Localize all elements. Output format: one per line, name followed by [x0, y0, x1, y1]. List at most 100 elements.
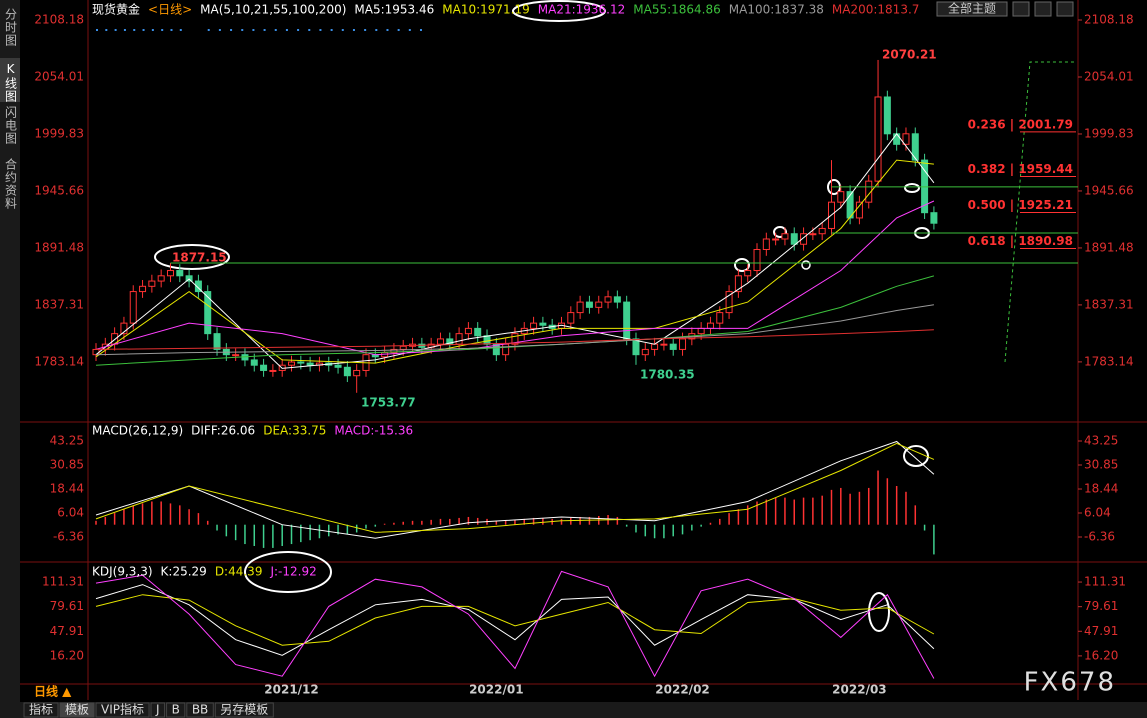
period-label[interactable]: 日线 ▲	[34, 684, 72, 699]
candle-body	[818, 227, 826, 235]
highlight	[154, 244, 230, 270]
tab-label[interactable]: B	[172, 703, 180, 717]
tab-label[interactable]: 指标	[29, 702, 53, 717]
close-button[interactable]	[1056, 1, 1074, 17]
candle-body	[343, 366, 351, 377]
y-tick-label: 2108.18	[34, 13, 84, 27]
marker-dot	[123, 29, 126, 31]
theme-button-label[interactable]: 全部主题	[948, 1, 996, 16]
marker-dot	[133, 29, 136, 31]
marker-dot	[96, 29, 98, 31]
marker-dot	[274, 29, 277, 31]
candle-body	[157, 275, 165, 282]
highlight	[904, 183, 920, 193]
tab-label[interactable]: 另存模板	[220, 703, 268, 717]
sidebar-tab[interactable]: 合约资料	[4, 157, 18, 210]
toolbar	[20, 702, 1147, 718]
watermark: FX678	[1024, 668, 1116, 698]
candle-body	[306, 362, 314, 366]
theme-button[interactable]	[936, 1, 1008, 17]
candle-body	[455, 333, 463, 345]
candle-body	[753, 249, 761, 272]
legend-entry: KDJ(9,3,3)	[92, 565, 153, 579]
marker-dot	[285, 29, 288, 31]
y-tick-label: 18.44	[50, 482, 84, 496]
y-tick-label: 111.31	[1084, 575, 1126, 589]
legend-entry: J:-12.92	[269, 565, 316, 579]
legend-entry: D:44.39	[215, 565, 263, 579]
price-label: 1780.35	[640, 368, 695, 382]
tab-label[interactable]: VIP指标	[101, 702, 144, 717]
tab[interactable]	[214, 702, 274, 718]
series-line	[95, 570, 935, 679]
sidebar-tab[interactable]: 分时图	[4, 8, 18, 47]
y-tick-label: 47.91	[50, 624, 84, 638]
marker-dot	[105, 29, 108, 31]
y-tick-label: 16.20	[1084, 648, 1118, 662]
y-tick-label: 79.61	[50, 599, 84, 613]
tab[interactable]	[23, 702, 59, 718]
candle-body	[595, 301, 603, 308]
candle-body	[660, 343, 668, 346]
x-tick-label: 2022/02	[655, 683, 709, 697]
tab[interactable]	[95, 702, 150, 718]
marker-dot	[341, 29, 344, 31]
legend-entry: K:25.29	[161, 565, 207, 579]
candle-body	[269, 369, 277, 372]
candle-body	[734, 275, 742, 293]
series-line	[95, 584, 935, 656]
candle-body	[492, 343, 500, 356]
marker-dot	[263, 29, 266, 31]
series-line	[95, 200, 935, 356]
marker-dot	[352, 29, 355, 31]
tab-label[interactable]: J	[155, 703, 160, 717]
candle-body	[464, 327, 472, 335]
y-tick-label: 1837.31	[34, 297, 84, 311]
tab[interactable]	[166, 702, 186, 718]
candle-body	[623, 301, 631, 340]
tab[interactable]	[59, 702, 95, 718]
marker-dot	[241, 29, 244, 31]
candle-body	[883, 96, 891, 135]
y-tick-label: 1891.48	[34, 240, 84, 254]
sidebar	[0, 0, 20, 718]
candle-body	[576, 301, 584, 314]
candle-body	[911, 133, 919, 161]
sidebar-tab[interactable]: K线图	[4, 62, 18, 103]
restore-button[interactable]	[1034, 1, 1052, 17]
candle-body	[334, 364, 342, 368]
tab[interactable]	[186, 702, 214, 718]
series-line	[95, 304, 934, 356]
y-tick-label: 1837.31	[1084, 297, 1134, 311]
candle-body	[399, 345, 407, 350]
legend-entry: DEA:33.75	[263, 424, 326, 438]
x-tick-label: 2022/01	[469, 683, 523, 697]
marker-dot	[364, 29, 367, 31]
candle-body	[809, 233, 817, 236]
candle-body	[604, 296, 612, 303]
tab-label[interactable]: BB	[192, 703, 208, 717]
marker-dot	[151, 29, 154, 31]
candle-body	[781, 233, 789, 240]
legend-entry: MACD(26,12,9)	[92, 424, 183, 438]
y-tick-label: 2054.01	[1084, 69, 1134, 83]
marker-dot	[161, 29, 164, 31]
marker-dot	[319, 29, 322, 31]
tab-label[interactable]: 模板	[65, 703, 89, 717]
minimize-button[interactable]	[1012, 1, 1030, 17]
tabs: 指标 模板 VIP指标 J B BB 另存模板	[23, 702, 274, 718]
y-tick-label: 2054.01	[34, 69, 84, 83]
candle-body	[697, 327, 705, 335]
sidebar-tab[interactable]: 闪电图	[4, 106, 18, 145]
candle-body	[902, 133, 910, 145]
marker-dot	[252, 29, 255, 31]
y-tick-label: 30.85	[50, 458, 84, 472]
y-tick-label: 111.31	[42, 575, 84, 589]
legend-entry: MA(5,10,21,55,100,200)	[200, 3, 346, 17]
candle-body	[474, 327, 482, 337]
marker-dot	[230, 29, 233, 31]
tab[interactable]	[150, 702, 166, 718]
candle-body	[166, 270, 174, 277]
y-tick-label: 43.25	[50, 434, 84, 448]
